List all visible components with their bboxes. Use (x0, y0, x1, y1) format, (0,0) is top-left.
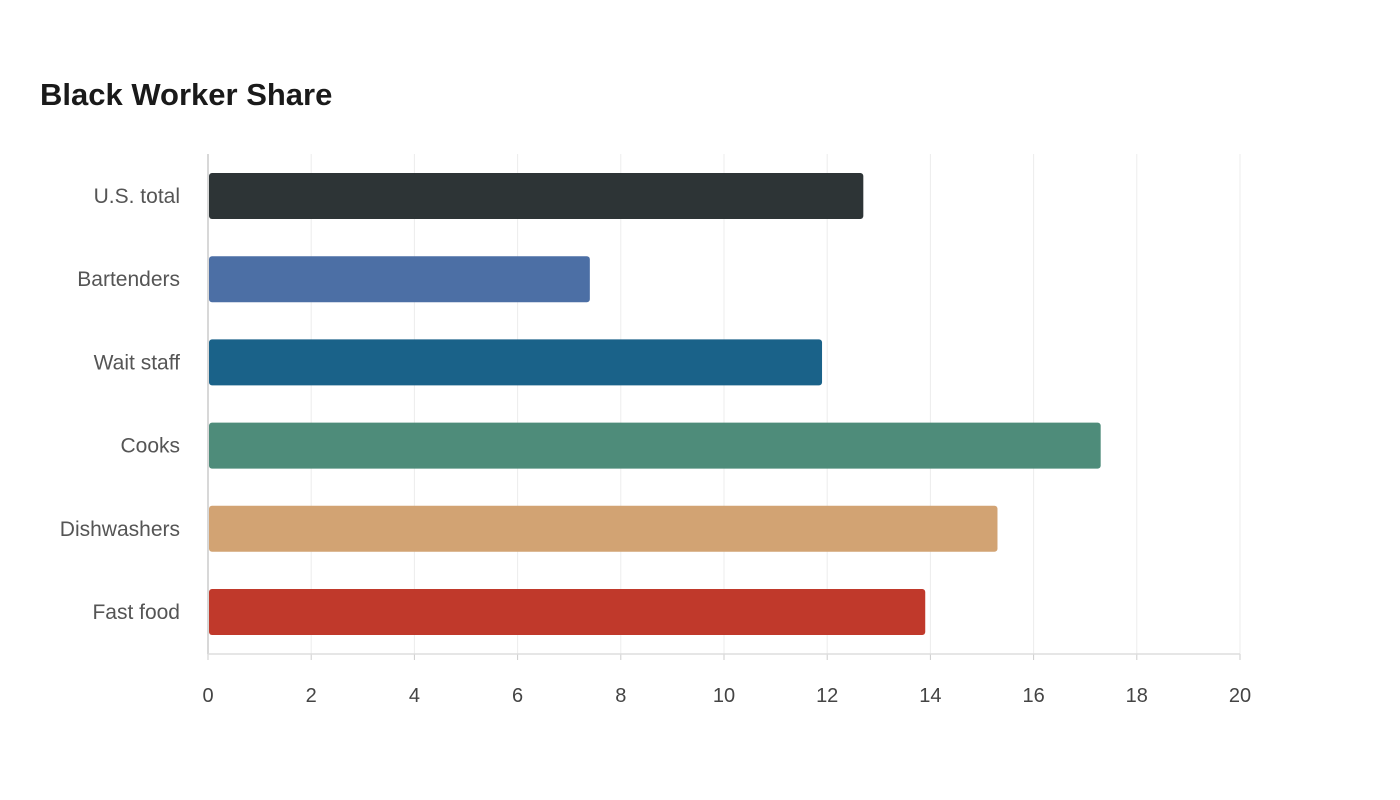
x-tick-label: 10 (713, 685, 735, 707)
category-label: U.S. total (94, 185, 180, 208)
bars (209, 173, 1101, 635)
x-tick-label: 20 (1229, 685, 1251, 707)
category-label: Wait staff (94, 351, 181, 374)
bar-fast-food (209, 589, 926, 635)
bar-wait-staff (209, 339, 823, 386)
x-tick-label: 12 (816, 685, 838, 707)
bar-dishwashers (209, 505, 998, 552)
x-tick-label: 14 (919, 685, 941, 707)
category-label: Cooks (120, 435, 180, 458)
bar-cooks (209, 422, 1101, 469)
x-tick-label: 2 (306, 685, 317, 707)
axes (207, 154, 1241, 660)
category-labels: U.S. total Bartenders Wait staff Cooks Dishw… (60, 185, 180, 624)
chart-title: Black Worker Share (40, 77, 333, 112)
x-tick-label: 18 (1126, 685, 1148, 707)
x-tick-label: 6 (512, 685, 523, 707)
bar-u-s-total (209, 173, 864, 219)
gridlines (310, 154, 1241, 654)
x-tick-label: 0 (202, 685, 213, 707)
x-tick-label: 16 (1022, 685, 1044, 707)
bar-bartenders (209, 256, 590, 303)
x-tick-labels: 0 2 4 6 8 10 12 14 16 18 20 (202, 685, 1251, 707)
category-label: Dishwashers (60, 518, 180, 541)
category-label: Bartenders (77, 268, 180, 291)
x-tick-label: 8 (615, 685, 626, 707)
category-label: Fast food (92, 601, 180, 624)
x-tick-label: 4 (409, 685, 420, 707)
